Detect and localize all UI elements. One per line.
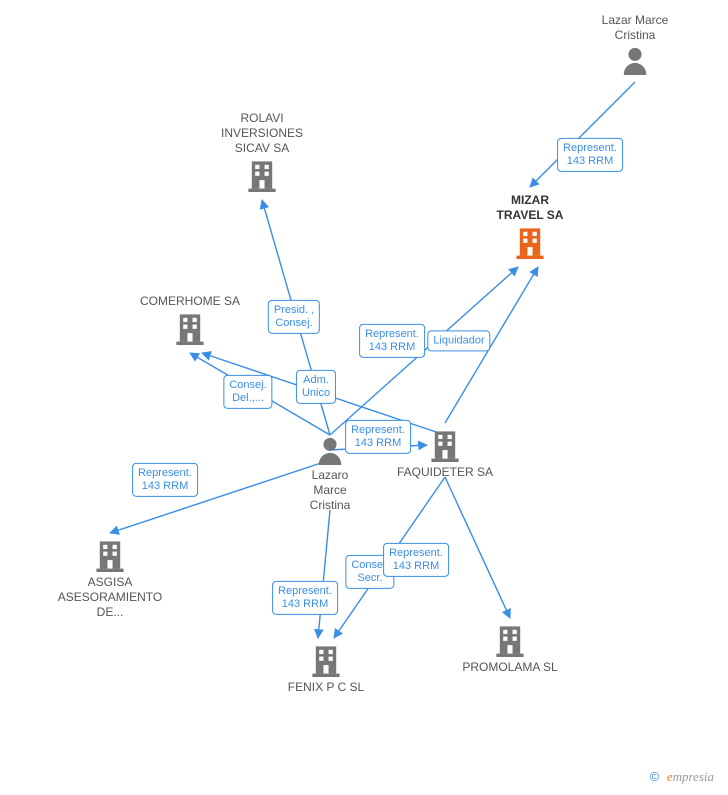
building-icon	[173, 311, 207, 345]
node-label: PROMOLAMA SL	[440, 660, 580, 675]
edge-faquideter-to-promolama	[445, 477, 510, 618]
building-icon	[513, 225, 547, 259]
watermark: © empresia	[650, 769, 714, 785]
node-fenix[interactable]: FENIX P C SL	[256, 643, 396, 697]
node-lazar_top[interactable]: Lazar Marce Cristina	[565, 13, 705, 78]
node-promolama[interactable]: PROMOLAMA SL	[440, 623, 580, 677]
node-asgisa[interactable]: ASGISA ASESORAMIENTO DE...	[40, 538, 180, 622]
building-icon	[428, 428, 462, 462]
building-icon	[93, 538, 127, 572]
copyright-symbol: ©	[650, 769, 660, 784]
building-icon	[245, 158, 279, 192]
brand-rest: mpresia	[673, 769, 714, 784]
edge-label: Consej. Del.,...	[223, 375, 272, 409]
edge-label: Represent. 143 RRM	[383, 543, 449, 577]
edge-lazaro_mid-to-fenix	[318, 510, 330, 638]
person-icon	[620, 45, 650, 75]
edge-label: Represent. 143 RRM	[132, 463, 198, 497]
edge-label: Adm. Unico	[296, 370, 336, 404]
edge-label: Represent. 143 RRM	[272, 581, 338, 615]
node-label: ASGISA ASESORAMIENTO DE...	[40, 575, 180, 620]
node-label: ROLAVI INVERSIONES SICAV SA	[192, 111, 332, 156]
edge-label: Presid. , Consej.	[268, 300, 320, 334]
person-icon	[315, 435, 345, 465]
edge-label: Represent. 143 RRM	[345, 420, 411, 454]
node-label: COMERHOME SA	[120, 294, 260, 309]
node-label: MIZAR TRAVEL SA	[460, 193, 600, 223]
edge-label: Represent. 143 RRM	[359, 324, 425, 358]
node-label: FAQUIDETER SA	[375, 465, 515, 480]
building-icon	[309, 643, 343, 677]
building-icon	[493, 623, 527, 657]
node-label: Lazar Marce Cristina	[565, 13, 705, 43]
node-rolavi[interactable]: ROLAVI INVERSIONES SICAV SA	[192, 111, 332, 195]
node-comerhome[interactable]: COMERHOME SA	[120, 294, 260, 348]
node-label: FENIX P C SL	[256, 680, 396, 695]
edge-label: Represent. 143 RRM	[557, 138, 623, 172]
node-mizar[interactable]: MIZAR TRAVEL SA	[460, 193, 600, 262]
edge-label: Liquidador	[427, 330, 490, 351]
